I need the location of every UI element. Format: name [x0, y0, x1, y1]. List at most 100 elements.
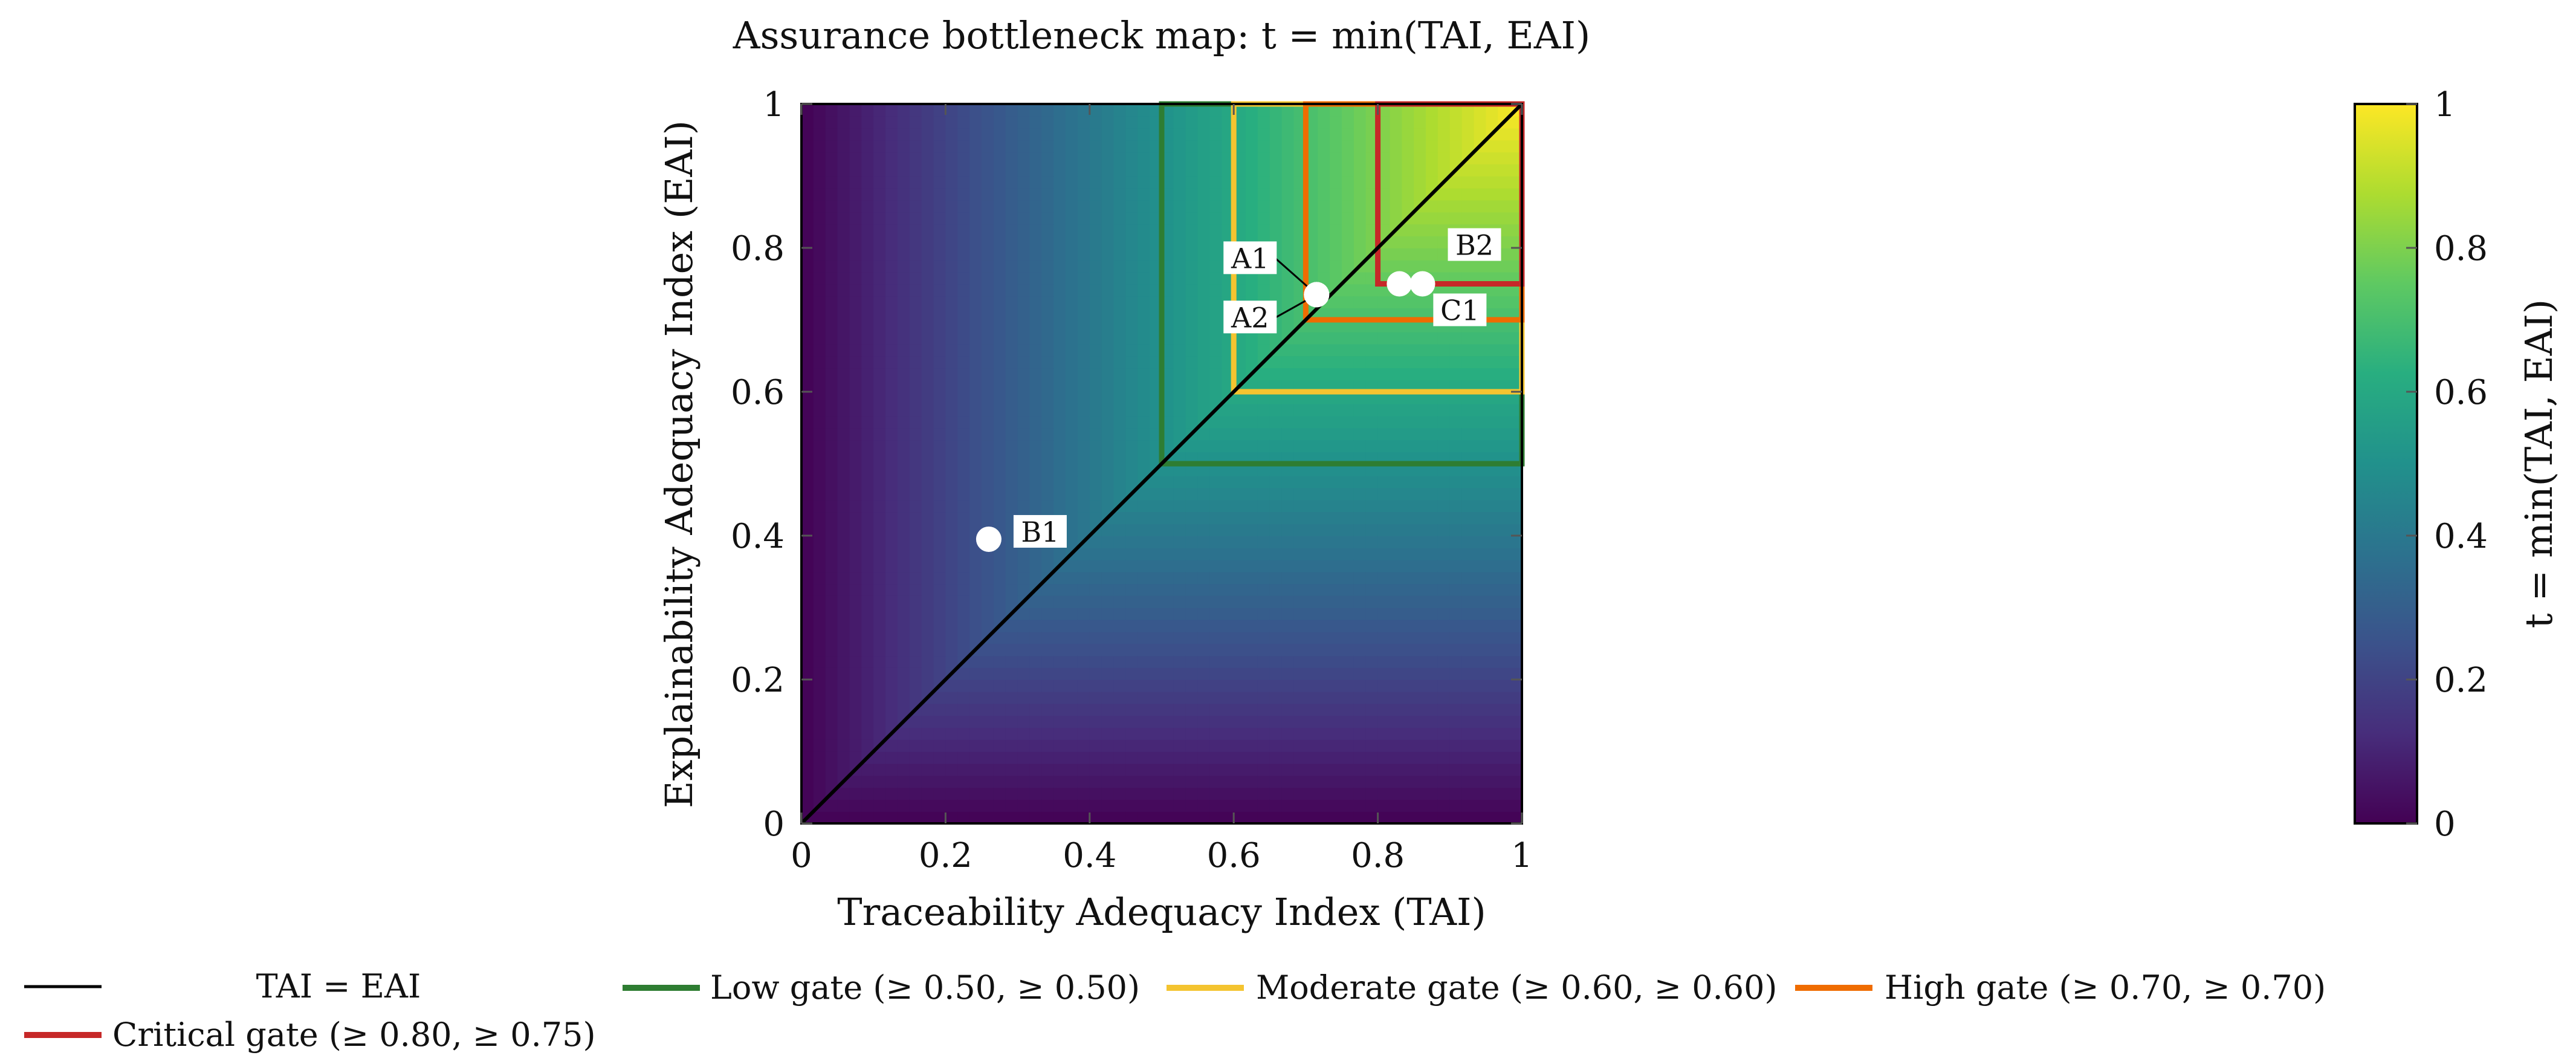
heatmap-cell [1113, 571, 1127, 585]
heatmap-cell [1209, 536, 1223, 548]
heatmap-cell [1053, 187, 1066, 201]
heatmap-cell [1185, 536, 1199, 548]
heatmap-cell [933, 368, 947, 380]
heatmap-cell [1414, 680, 1426, 692]
heatmap-cell [969, 608, 982, 620]
heatmap-cell [1077, 787, 1090, 800]
heatmap-cell [1474, 212, 1487, 225]
heatmap-cell [885, 571, 898, 585]
heatmap-cell [1017, 368, 1031, 380]
heatmap-cell [1318, 680, 1330, 692]
heatmap-cell [1197, 440, 1211, 452]
heatmap-cell [933, 355, 947, 369]
heatmap-cell [1246, 547, 1258, 560]
heatmap-cell [1041, 212, 1054, 225]
heatmap-cell [1162, 284, 1174, 297]
heatmap-cell [1474, 187, 1487, 201]
heatmap-cell [909, 619, 922, 632]
heatmap-cell [1089, 775, 1102, 788]
heatmap-cell [1162, 524, 1174, 536]
heatmap-cell [1377, 187, 1391, 201]
heatmap-cell [1342, 799, 1354, 812]
heatmap-cell [1449, 775, 1463, 788]
heatmap-cell [1486, 775, 1499, 788]
heatmap-cell [1209, 355, 1223, 369]
heatmap-cell [1293, 667, 1307, 680]
heatmap-cell [957, 691, 970, 704]
heatmap-cell [909, 271, 922, 285]
heatmap-cell [1209, 608, 1223, 620]
heatmap-cell [1066, 452, 1078, 464]
heatmap-cell [1414, 104, 1426, 117]
heatmap-cell [801, 236, 814, 248]
heatmap-cell [897, 392, 910, 404]
heatmap-cell [1414, 487, 1426, 501]
heatmap-cell [945, 440, 959, 452]
heatmap-cell [1318, 799, 1330, 812]
heatmap-cell [1510, 680, 1523, 692]
heatmap-cell [933, 619, 947, 632]
heatmap-cell [1390, 236, 1403, 248]
heatmap-cell [1138, 403, 1150, 417]
heatmap-cell [933, 343, 947, 357]
heatmap-cell [1269, 667, 1283, 680]
heatmap-cell [1365, 595, 1379, 608]
heatmap-cell [813, 104, 826, 117]
heatmap-cell [1257, 392, 1270, 404]
heatmap-cell [1125, 475, 1139, 488]
heatmap-cell [1150, 667, 1162, 680]
heatmap-cell [1101, 296, 1115, 308]
heatmap-cell [921, 524, 934, 536]
heatmap-cell [837, 511, 850, 524]
heatmap-cell [813, 608, 826, 620]
heatmap-cell [1474, 811, 1487, 824]
heatmap-cell [1101, 811, 1115, 824]
heatmap-cell [1185, 583, 1199, 596]
heatmap-cell [813, 559, 826, 573]
heatmap-cell [1234, 331, 1246, 345]
heatmap-cell [1053, 343, 1066, 357]
heatmap-cell [1414, 427, 1426, 441]
heatmap-cell [1510, 775, 1523, 788]
heatmap-cell [1173, 787, 1186, 800]
heatmap-cell [885, 236, 898, 248]
heatmap-cell [1293, 524, 1307, 536]
heatmap-cell [849, 415, 862, 429]
heatmap-cell [885, 271, 898, 285]
heatmap-cell [885, 763, 898, 776]
heatmap-cell [1486, 619, 1499, 632]
heatmap-cell [1041, 440, 1054, 452]
heatmap-cell [909, 727, 922, 740]
heatmap-cell [1029, 464, 1043, 476]
heatmap-cell [1185, 691, 1199, 704]
heatmap-cell [1474, 715, 1487, 728]
heatmap-cell [1029, 487, 1043, 501]
heatmap-cell [1414, 296, 1426, 308]
heatmap-cell [885, 284, 898, 297]
heatmap-cell [993, 811, 1006, 824]
heatmap-cell [1293, 487, 1307, 501]
heatmap-cell [1041, 751, 1054, 764]
heatmap-cell [1449, 691, 1463, 704]
heatmap-cell [1437, 427, 1451, 441]
heatmap-cell [897, 308, 910, 320]
heatmap-cell [1089, 703, 1102, 716]
heatmap-cell [1281, 128, 1295, 141]
heatmap-cell [933, 308, 947, 320]
heatmap-cell [1113, 331, 1127, 345]
heatmap-cell [825, 248, 838, 261]
heatmap-cell [1426, 104, 1438, 117]
heatmap-cell [1269, 368, 1283, 380]
heatmap-cell [1510, 608, 1523, 620]
heatmap-cell [921, 499, 934, 513]
heatmap-cell [801, 751, 814, 764]
heatmap-cell [825, 727, 838, 740]
heatmap-cell [1342, 715, 1354, 728]
heatmap-cell [837, 355, 850, 369]
heatmap-cell [1449, 140, 1463, 153]
heatmap-cell [1125, 536, 1139, 548]
heatmap-cell [1426, 236, 1438, 248]
heatmap-cell [1498, 763, 1510, 776]
heatmap-cell [1150, 631, 1162, 644]
heatmap-cell [1185, 475, 1199, 488]
